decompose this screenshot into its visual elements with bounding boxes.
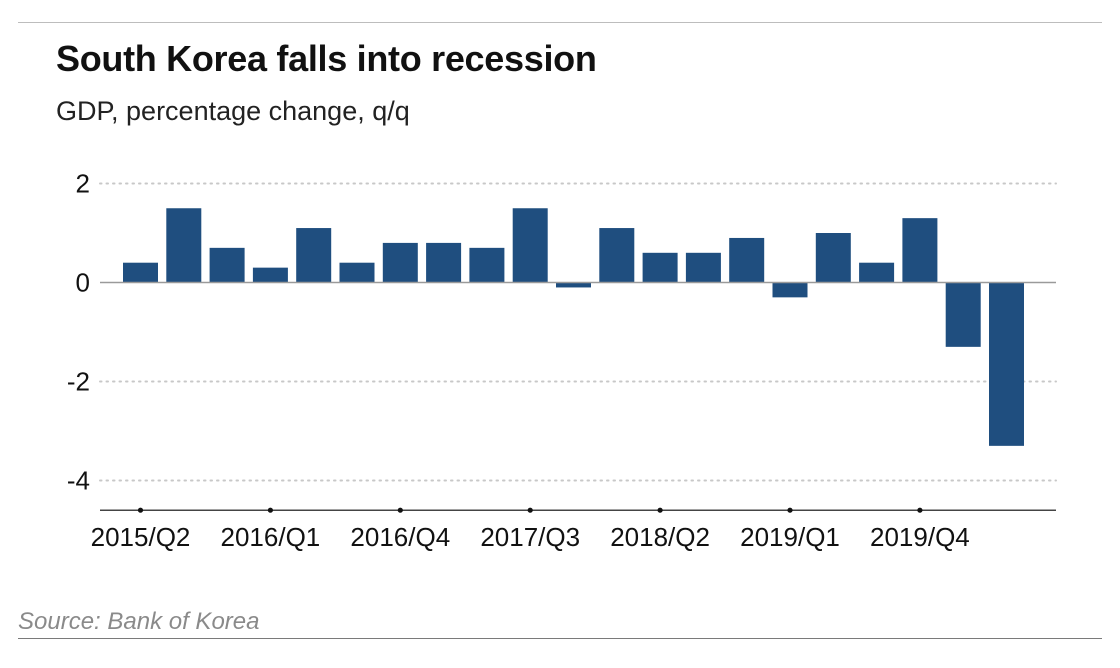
bar — [252, 267, 288, 283]
source-note: Source: Bank of Korea — [18, 608, 260, 635]
bar — [815, 233, 851, 283]
x-tick-label: 2018/Q2 — [610, 522, 710, 552]
bar — [599, 228, 635, 283]
chart-title: South Korea falls into recession — [56, 38, 597, 79]
bar — [166, 208, 202, 283]
top-rule — [18, 22, 1102, 23]
bar — [426, 242, 462, 283]
x-tick-label: 2017/Q3 — [480, 522, 580, 552]
bar — [772, 282, 808, 298]
y-tick-label: -4 — [67, 466, 90, 496]
bar — [469, 247, 505, 283]
x-tick-label: 2016/Q1 — [221, 522, 321, 552]
x-tick-mark — [917, 507, 923, 513]
x-tick-label: 2019/Q4 — [870, 522, 970, 552]
x-tick-mark — [267, 507, 273, 513]
bar — [729, 237, 765, 283]
bar — [382, 242, 418, 283]
bar — [512, 208, 548, 283]
x-tick-mark — [137, 507, 144, 513]
bottom-rule — [18, 638, 1102, 639]
x-tick-mark — [657, 507, 663, 513]
chart-subtitle: GDP, percentage change, q/q — [56, 96, 410, 126]
bar — [642, 252, 678, 283]
x-tick-label: 2015/Q2 — [91, 522, 191, 552]
bar — [209, 247, 245, 283]
x-tick-mark — [787, 507, 793, 513]
bar — [859, 262, 895, 283]
x-tick-mark — [397, 507, 403, 513]
y-tick-label: 2 — [76, 169, 90, 199]
x-tick-mark — [527, 507, 533, 513]
x-tick-label: 2016/Q4 — [350, 522, 450, 552]
bar — [556, 282, 591, 288]
bar — [123, 262, 158, 283]
bar — [945, 282, 981, 347]
bar — [989, 282, 1024, 446]
bar — [902, 218, 938, 283]
bar — [296, 228, 332, 283]
bar — [339, 262, 375, 283]
bar — [685, 252, 721, 283]
y-tick-label: -2 — [67, 367, 90, 397]
x-tick-label: 2019/Q1 — [740, 522, 840, 552]
y-tick-label: 0 — [76, 268, 90, 298]
